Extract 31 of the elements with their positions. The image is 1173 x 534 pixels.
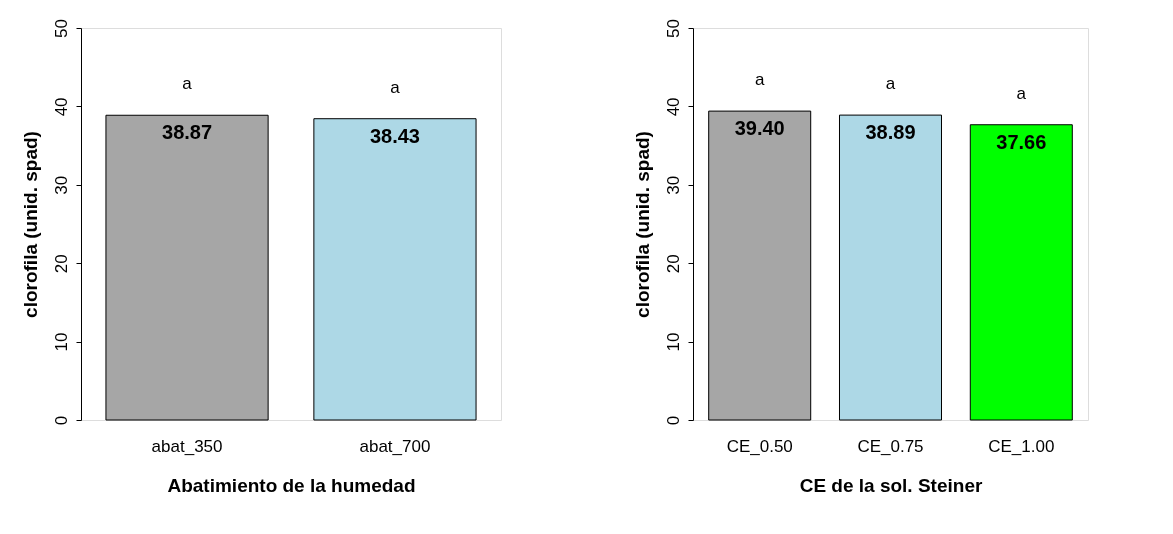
y-tick-label: 40 — [51, 97, 71, 117]
y-axis-title: clorofila (unid. spad) — [19, 131, 41, 318]
annotation: a — [754, 70, 765, 90]
y-tick-label: 30 — [51, 175, 71, 195]
y-tick-label: 0 — [663, 415, 683, 426]
y-tick-label: 20 — [51, 254, 71, 274]
data-label: 38.89 — [865, 121, 916, 144]
y-tick-label: 40 — [663, 97, 683, 117]
annotation: a — [885, 74, 896, 94]
y-tick-label: 20 — [663, 254, 683, 274]
y-tick-label: 30 — [663, 175, 683, 195]
y-tick-label: 10 — [663, 332, 683, 352]
y-tick-label: 50 — [51, 19, 71, 38]
x-tick-label: CE_0.75 — [857, 436, 924, 456]
x-tick-label: abat_350 — [151, 436, 223, 456]
y-tick-label: 0 — [51, 415, 71, 426]
y-tick-label: 10 — [51, 332, 71, 352]
x-tick-label: CE_0.50 — [726, 436, 793, 456]
annotation: a — [182, 74, 193, 94]
data-label: 38.43 — [369, 124, 420, 147]
data-label: 39.40 — [734, 117, 785, 140]
x-axis-title: CE de la sol. Steiner — [799, 474, 983, 496]
data-label: 37.66 — [996, 130, 1047, 153]
x-tick-label: abat_700 — [359, 436, 431, 456]
annotation: a — [390, 77, 401, 97]
data-label: 38.87 — [162, 121, 213, 144]
x-axis-title: Abatimiento de la humedad — [167, 474, 416, 496]
y-axis-title: clorofila (unid. spad) — [631, 131, 653, 318]
y-tick-label: 50 — [663, 19, 683, 38]
x-tick-label: CE_1.00 — [988, 436, 1055, 456]
annotation: a — [1016, 83, 1027, 103]
